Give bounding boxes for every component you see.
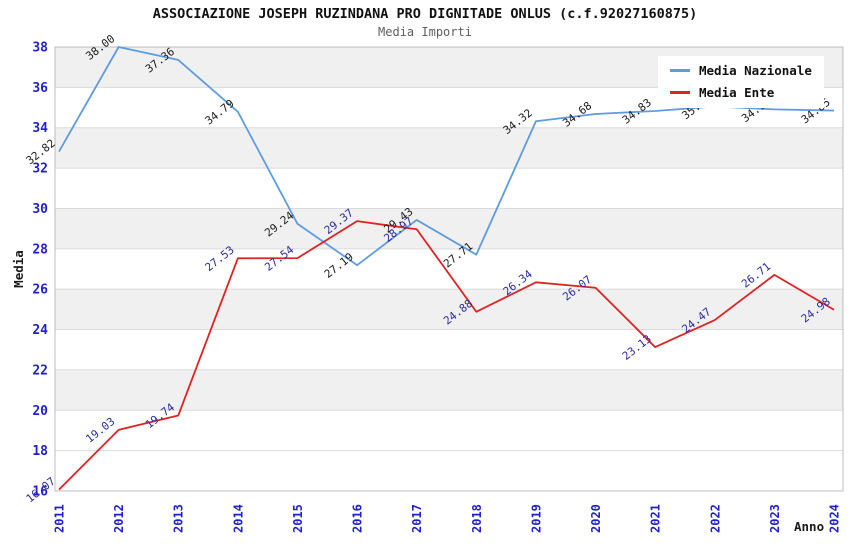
chart-title: ASSOCIAZIONE JOSEPH RUZINDANA PRO DIGNIT…	[152, 6, 698, 22]
plot-border	[54, 46, 844, 492]
x-tick-label: 2018	[470, 504, 484, 533]
legend-item-media-ente: Media Ente	[670, 85, 812, 100]
y-tick-label: 24	[32, 323, 48, 338]
plot-band	[55, 369, 843, 411]
series-line-media-ente	[58, 220, 835, 491]
x-tick-label: 2015	[291, 504, 305, 533]
data-label: 23.13	[620, 332, 654, 363]
x-tick-label: 2017	[410, 504, 424, 533]
plot-band	[55, 208, 843, 249]
y-tick-label: 38	[32, 41, 48, 56]
data-label: 27.19	[322, 250, 356, 281]
legend-swatch-nazionale-icon	[670, 69, 690, 72]
x-tick-label: 2021	[649, 504, 663, 533]
x-tick-label: 2012	[112, 504, 126, 533]
data-label: 19.03	[83, 415, 117, 446]
chart-subtitle: Media Importi	[378, 25, 472, 39]
plot-band	[55, 127, 843, 169]
plot-band	[55, 289, 843, 330]
x-tick-label: 2016	[351, 504, 365, 533]
data-label: 16.07	[24, 475, 58, 506]
y-tick-label: 34	[32, 121, 48, 136]
y-axis-title: Media	[11, 250, 26, 288]
y-tick-label: 32	[32, 162, 48, 177]
y-tick-label: 16	[32, 485, 48, 500]
y-tick-label: 20	[32, 404, 48, 419]
y-tick-label: 30	[32, 202, 48, 217]
legend-swatch-ente-icon	[670, 91, 690, 94]
x-tick-label: 2020	[589, 504, 603, 533]
x-axis-title: Anno	[794, 519, 824, 534]
y-tick-label: 18	[32, 444, 48, 459]
chart-legend: Media Nazionale Media Ente	[658, 56, 824, 108]
data-label: 34.79	[203, 97, 237, 128]
x-tick-label: 2022	[708, 504, 722, 533]
x-tick-label: 2023	[768, 504, 782, 533]
data-label: 26.71	[739, 260, 773, 291]
x-tick-label: 2013	[172, 504, 186, 533]
y-tick-label: 22	[32, 363, 48, 378]
y-tick-label: 36	[32, 81, 48, 96]
x-tick-label: 2024	[828, 504, 842, 533]
legend-item-media-nazionale: Media Nazionale	[670, 63, 812, 78]
legend-label-nazionale: Media Nazionale	[699, 63, 812, 78]
y-tick-label: 26	[32, 283, 48, 298]
legend-label-ente: Media Ente	[699, 85, 775, 100]
x-tick-label: 2019	[529, 504, 543, 533]
x-tick-label: 2014	[231, 504, 245, 533]
x-tick-label: 2011	[53, 504, 67, 533]
y-tick-label: 28	[32, 242, 48, 257]
